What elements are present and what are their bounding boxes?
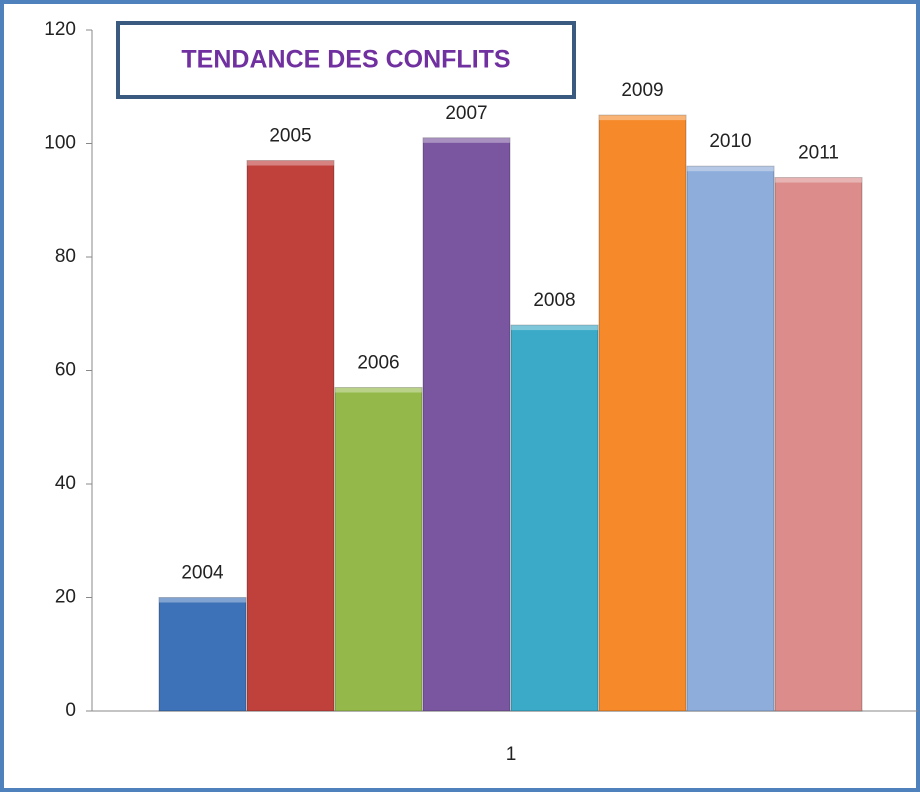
bar-label: 2010 <box>709 131 751 152</box>
bar-label: 2006 <box>357 353 399 374</box>
y-tick-label: 120 <box>44 19 76 40</box>
bar-label: 2008 <box>533 290 575 311</box>
y-tick-label: 0 <box>65 700 76 721</box>
bar-shine <box>687 166 774 172</box>
y-tick-label: 80 <box>55 246 76 267</box>
bar <box>686 165 775 712</box>
bar-shine <box>775 177 862 183</box>
bar-label: 2004 <box>181 563 224 584</box>
bar <box>158 597 247 712</box>
bar-label: 2009 <box>621 80 663 101</box>
bar-shine <box>159 597 246 603</box>
x-tick-label: 1 <box>506 744 517 765</box>
y-tick-label: 60 <box>55 360 76 381</box>
bar-label: 2011 <box>798 143 839 164</box>
title-box <box>116 21 576 99</box>
chart-title: TENDANCE DES CONFLITS <box>181 46 510 74</box>
bar-shine <box>511 325 598 331</box>
bar-label: 2005 <box>269 126 311 147</box>
bar-label: 2007 <box>445 103 487 124</box>
bar <box>598 114 687 712</box>
y-tick-label: 100 <box>44 133 76 154</box>
bar-shine <box>423 137 510 143</box>
bar <box>510 324 599 712</box>
bar-shine <box>599 115 686 121</box>
bar-shine <box>247 160 334 166</box>
bar <box>774 177 863 712</box>
bar <box>334 387 423 712</box>
bar-shine <box>335 387 422 393</box>
bar <box>422 137 511 712</box>
y-tick-label: 20 <box>55 587 76 608</box>
y-tick-label: 40 <box>55 473 76 494</box>
bar <box>246 160 335 712</box>
